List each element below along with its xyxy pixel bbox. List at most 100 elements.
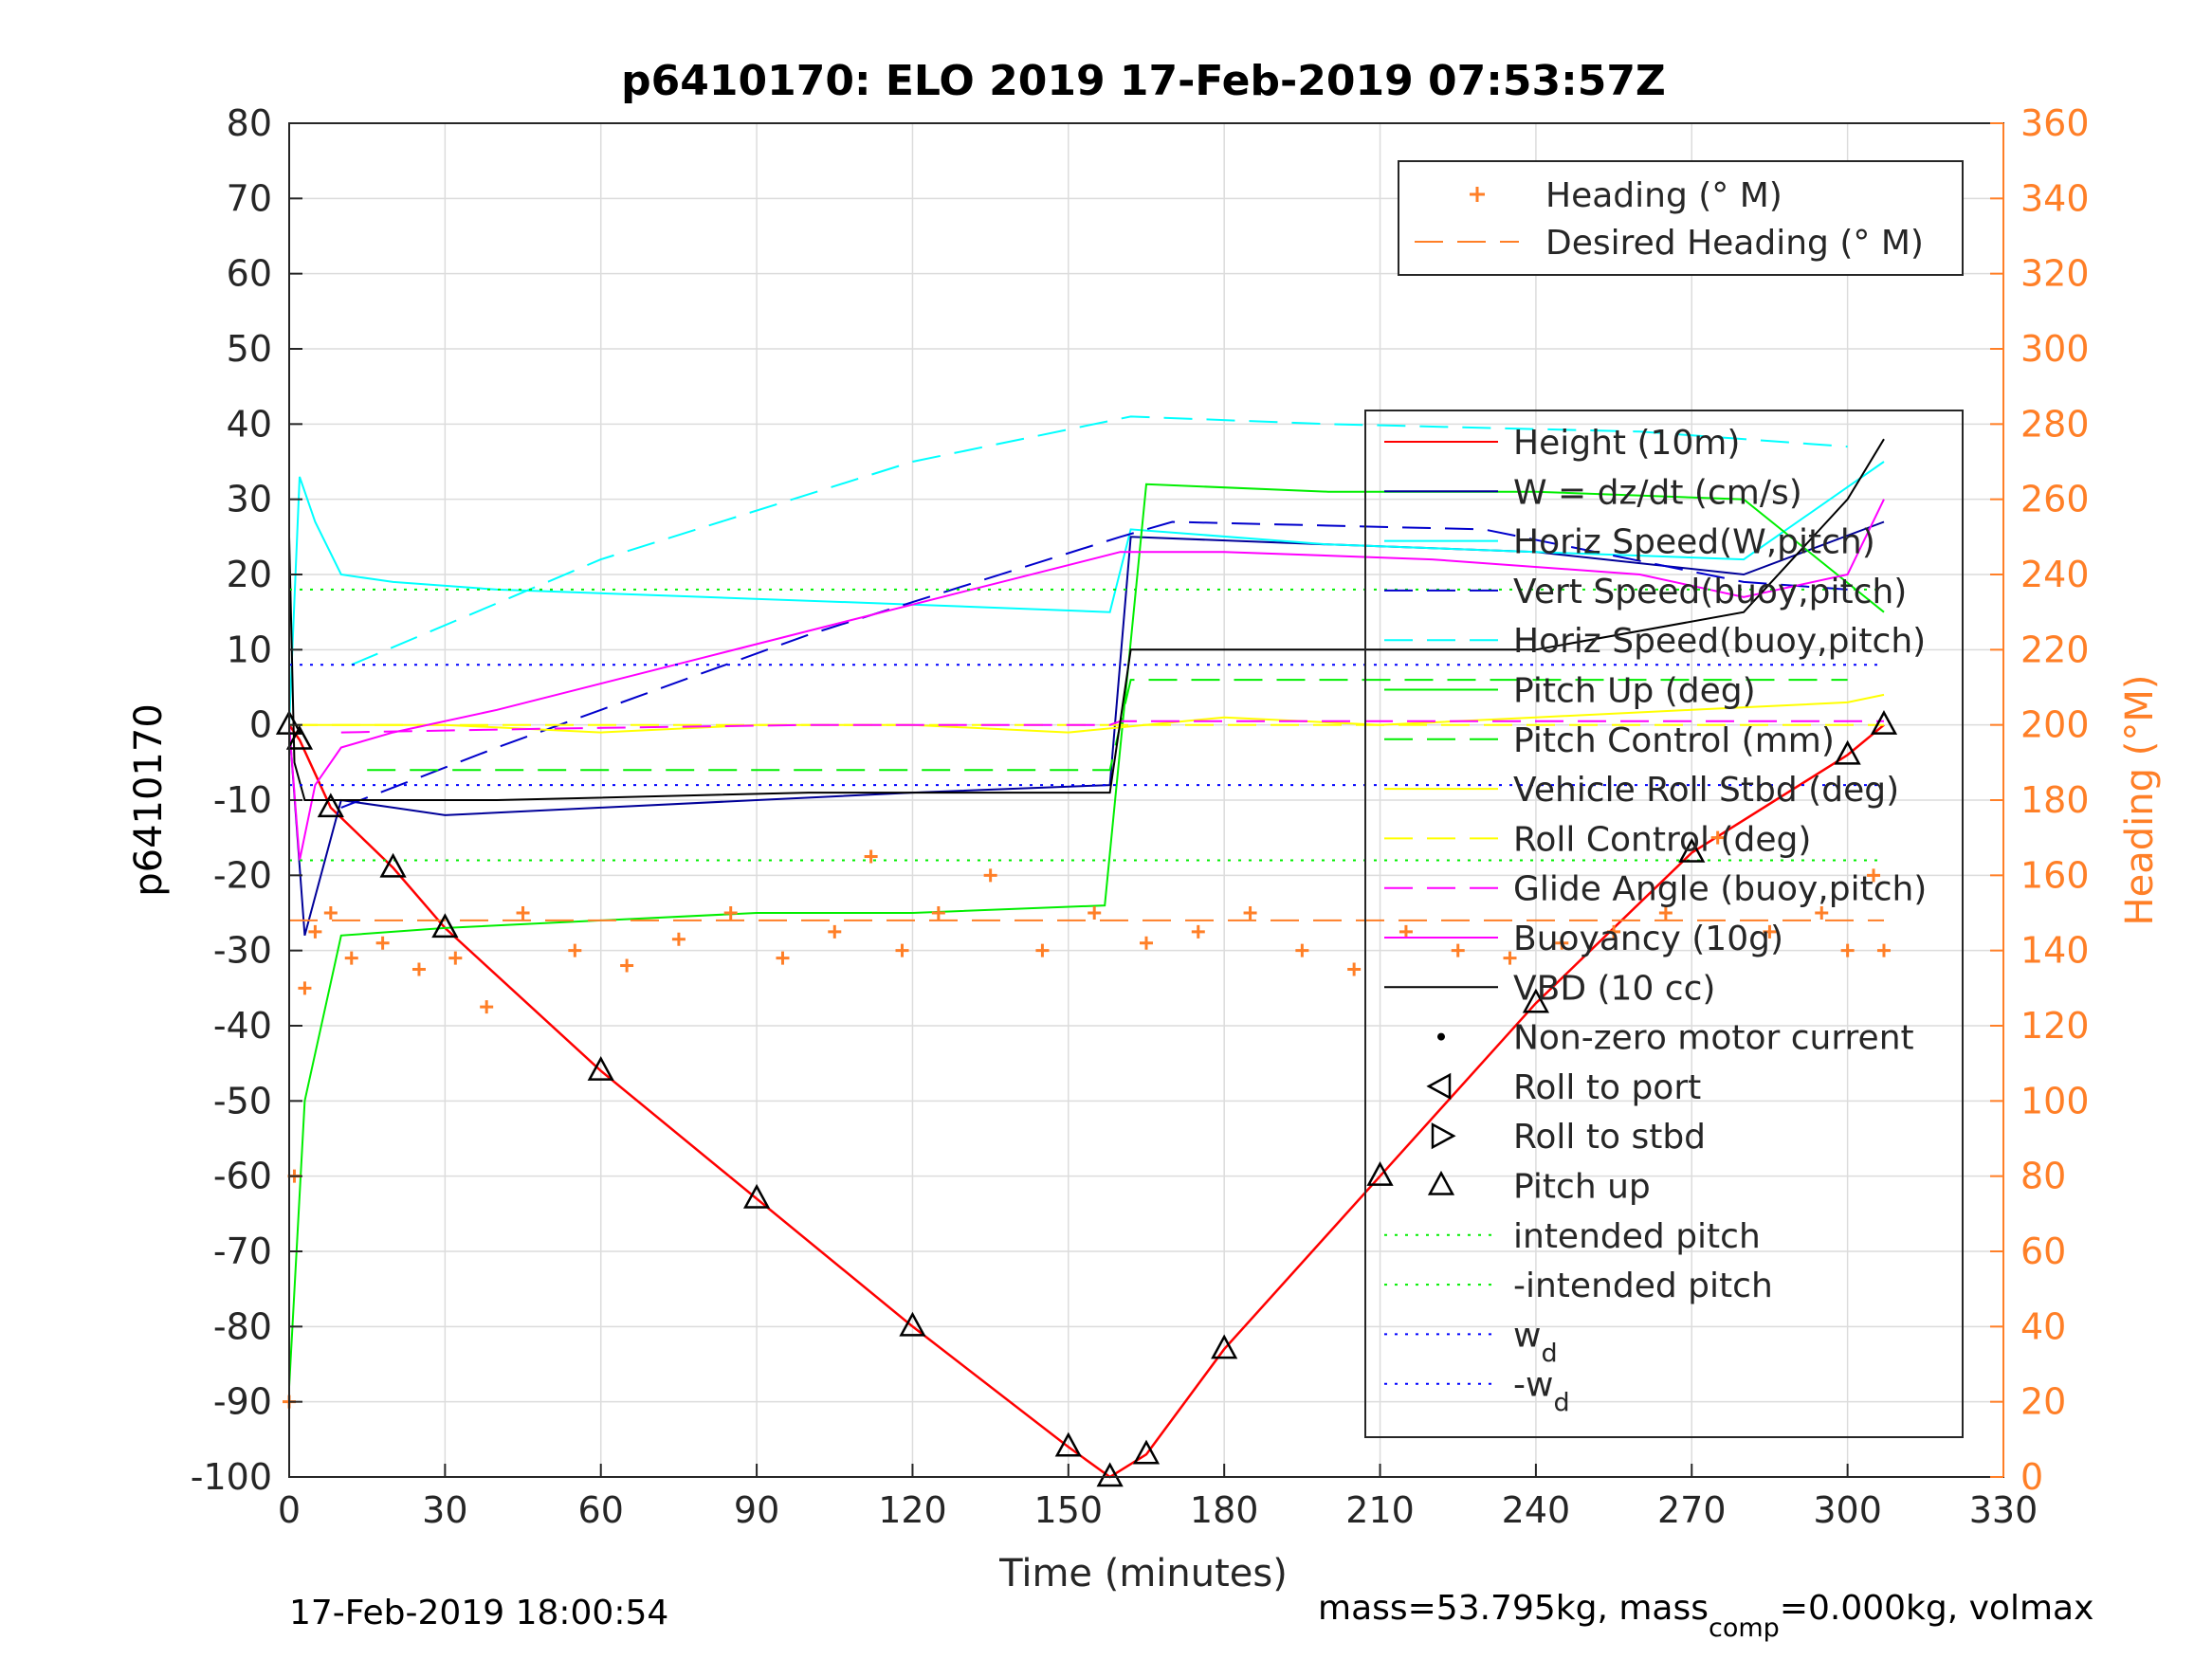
legend-label: Buoyancy (10g) [1513, 920, 1783, 958]
x-tick-label: 90 [734, 1489, 779, 1531]
x-tick-label: 180 [1190, 1489, 1259, 1531]
legend-label: Glide Angle (buoy,pitch) [1513, 870, 1927, 909]
heading-marker [895, 943, 909, 957]
pitch-up-marker [379, 852, 407, 878]
heading-marker [1140, 936, 1153, 950]
y-axis-right: 3603403203002802602402202001801601401201… [1990, 102, 2090, 1498]
heading-marker [1398, 924, 1413, 939]
y-tick-label-left: 60 [227, 253, 272, 295]
pitch-up-marker [742, 1183, 771, 1209]
pitch-up-marker [1522, 988, 1550, 1013]
y-tick-label-right: 220 [2020, 629, 2090, 670]
y-tick-label-right: 120 [2020, 1005, 2090, 1047]
pitch-up-marker [1870, 710, 1898, 735]
x-tick-label: 120 [878, 1489, 947, 1531]
footer-mass: mass=53.795kg, masscomp=0.000kg, volmax [1318, 1589, 2093, 1643]
pitch-up-marker [285, 724, 314, 750]
heading-marker [1658, 906, 1673, 920]
series-line [287, 723, 1885, 1479]
y-tick-label-left: -50 [213, 1080, 272, 1121]
y-tick-label-left: -40 [213, 1005, 272, 1047]
heading-marker [1867, 868, 1881, 883]
legend-label: intended pitch [1513, 1217, 1761, 1256]
legend-label: Vert Speed(buoy,pitch) [1513, 573, 1907, 611]
pitch-up-marker [899, 1311, 926, 1337]
heading-marker [448, 951, 463, 965]
legend-marker [1437, 1032, 1445, 1041]
y-tick-label-right: 140 [2020, 930, 2090, 972]
heading-marker [568, 943, 582, 957]
legend-marker [1426, 1072, 1452, 1101]
legend-heading-label: Desired Heading (° M) [1545, 224, 1924, 263]
heading-marker [308, 924, 322, 939]
y-tick-label-right: 40 [2020, 1305, 2066, 1347]
legend-heading-box [1398, 160, 1964, 276]
legend-label: Pitch Control (mm) [1513, 721, 1835, 760]
y-tick-label-left: -30 [213, 930, 272, 972]
heading-marker [480, 1000, 494, 1014]
pitch-up-marker [1211, 1334, 1238, 1359]
legend-heading-label: Heading (° M) [1545, 176, 1782, 215]
x-tick-label: 0 [278, 1489, 301, 1531]
series-line [351, 415, 1848, 666]
heading-marker [298, 981, 312, 995]
y-tick-label-left: 80 [227, 102, 272, 144]
legend-label: Roll to stbd [1513, 1118, 1706, 1157]
y-tick-label-right: 180 [2020, 779, 2090, 821]
y-tick-label-left: -60 [213, 1156, 272, 1197]
heading-marker [344, 951, 358, 965]
x-tick-label: 240 [1502, 1489, 1571, 1531]
series-line [340, 520, 1848, 809]
pitch-up-marker [1096, 1462, 1124, 1487]
heading-marker [723, 906, 738, 920]
legend-label: Pitch up [1513, 1168, 1651, 1207]
y-tick-label-right: 60 [2020, 1231, 2066, 1272]
pitch-up-marker [1132, 1439, 1161, 1465]
y-tick-label-left: 70 [227, 177, 272, 219]
pitch-up-marker [1834, 739, 1861, 765]
heading-marker [620, 958, 634, 973]
heading-marker [375, 936, 390, 950]
footer-timestamp: 17-Feb-2019 18:00:54 [289, 1594, 668, 1632]
y-tick-label-right: 200 [2020, 704, 2090, 746]
heading-marker [1243, 906, 1257, 920]
series-line [340, 720, 1884, 734]
heading-marker [776, 951, 790, 965]
y-tick-label-left: 30 [227, 479, 272, 520]
y-tick-label-right: 100 [2020, 1080, 2090, 1121]
footer-mass-rest: =0.000kg, volmax [1780, 1589, 2094, 1628]
legend-label: Roll to port [1513, 1068, 1701, 1107]
x-axis: 0 30 60 90 120 150 180 210 240 270 300 330 [278, 1464, 2038, 1531]
y-tick-label-right: 160 [2020, 854, 2090, 896]
legend-label: W = dz/dt (cm/s) [1513, 473, 1802, 512]
x-tick-label: 60 [578, 1489, 624, 1531]
heading-marker [1035, 943, 1050, 957]
y-tick-label-right: 260 [2020, 479, 2090, 520]
y-tick-label-left: 40 [227, 403, 272, 445]
y-axis-left: 80 70 60 50 40 30 20 10 0 -10 -20 -30 -40 -50 -60 -70 -8… [191, 102, 302, 1498]
heading-marker [1607, 924, 1621, 939]
heading-marker [1451, 943, 1465, 957]
pitch-up-marker [1678, 837, 1706, 863]
heading-marker [931, 906, 945, 920]
legend-label: Horiz Speed(W,pitch) [1513, 523, 1875, 562]
heading-marker [1347, 962, 1362, 976]
heading-marker [1763, 924, 1777, 939]
legend-label: Vehicle Roll Stbd (deg) [1513, 771, 1899, 810]
x-tick-label: 270 [1657, 1489, 1727, 1531]
heading-marker [1191, 924, 1205, 939]
y-tick-label-left: -10 [213, 779, 272, 821]
pitch-up-marker [1366, 1161, 1394, 1186]
y-tick-label-left: -70 [213, 1231, 272, 1272]
legend-main: Height (10m) W = dz/dt (cm/s) Horiz Speed(… [1364, 410, 1964, 1438]
x-tick-label: 210 [1345, 1489, 1415, 1531]
legend-label: Pitch Up (deg) [1513, 672, 1756, 711]
legend-label: Height (10m) [1513, 424, 1740, 463]
heading-marker [1815, 906, 1829, 920]
heading-marker [323, 906, 338, 920]
legend-label: -intended pitch [1513, 1267, 1773, 1305]
heading-marker [411, 962, 426, 976]
markers-layer [275, 710, 1898, 1487]
y-tick-label-right: 320 [2020, 253, 2090, 295]
heading-marker [864, 849, 878, 864]
